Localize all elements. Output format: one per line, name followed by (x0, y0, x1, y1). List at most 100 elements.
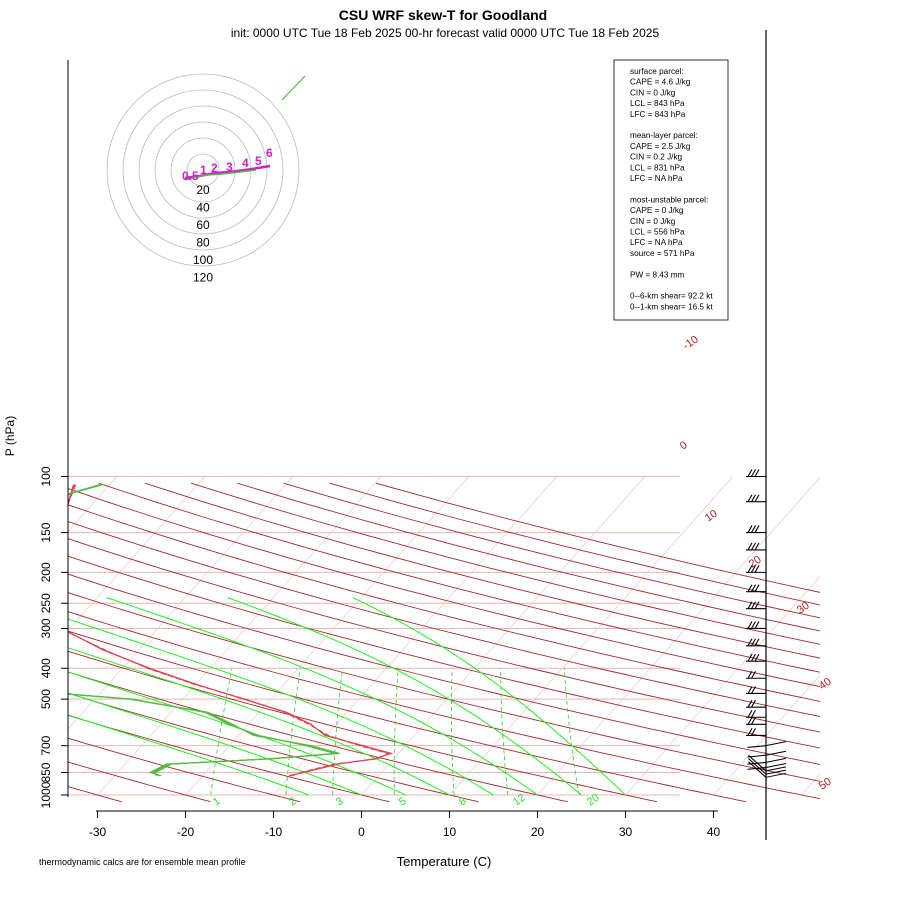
hodograph-point-label: 4 (242, 156, 249, 170)
info-box-line: PW = 8.43 mm (630, 270, 685, 279)
info-box-line: surface parcel: (630, 67, 684, 76)
wind-barb-flag (747, 638, 753, 647)
chart-title: CSU WRF skew-T for Goodland (339, 7, 547, 23)
info-box-line: LCL = 831 hPa (630, 163, 685, 172)
wind-barb (746, 717, 766, 725)
dry-adiabat (68, 611, 820, 800)
dry-adiabat (98, 482, 820, 673)
wind-barb (746, 728, 766, 736)
moist-adiabat (352, 597, 626, 796)
y-tick-label: 1000 (39, 781, 53, 808)
wind-barb-shaft (748, 758, 767, 775)
dry-adiabat (237, 482, 820, 632)
isotherm-line (68, 476, 206, 631)
wind-barb-flag (754, 653, 760, 662)
wind-barb-flag (751, 670, 756, 679)
wind-barb-flag (754, 525, 760, 533)
wind-barb-flag (751, 584, 756, 592)
wind-barb (746, 709, 766, 718)
x-axis-label: Temperature (C) (397, 854, 492, 869)
dry-adiabat (68, 692, 479, 803)
info-box-line: 0--6-km shear= 92.2 kt (630, 292, 713, 301)
wind-barb-flag (747, 469, 753, 477)
dry-adiabat (144, 482, 820, 659)
wind-barb-shaft (748, 761, 767, 778)
moist-adiabat (68, 692, 362, 796)
mixing-ratio-label: 1 (211, 795, 223, 808)
wind-barb-flag (765, 766, 787, 772)
hodograph-ring-label: 80 (196, 236, 210, 250)
isotherm-line (625, 575, 820, 796)
hodograph-point-label: 3 (226, 160, 233, 174)
dry-adiabat (68, 573, 820, 765)
temperature-profile (68, 484, 390, 777)
wind-barb-flag (751, 621, 756, 629)
wind-barb-flag (747, 717, 753, 725)
wind-barb-flag (765, 772, 787, 778)
info-box-line: CIN = 0 J/kg (630, 217, 676, 226)
info-box-line: LCL = 556 hPa (630, 228, 685, 237)
dry-adiabat (68, 555, 820, 749)
wind-barb (746, 525, 766, 534)
dry-adiabat (68, 761, 211, 803)
info-box-line: CAPE = 0 J/kg (630, 206, 684, 215)
hodograph-ring-label: 120 (193, 271, 213, 285)
wind-barb (748, 754, 787, 772)
wind-barb (746, 686, 766, 695)
dry-adiabat-label: 40 (817, 676, 834, 693)
isotherm-line (713, 674, 820, 796)
dry-adiabat-label: 20 (747, 554, 764, 571)
dry-adiabat (68, 650, 657, 803)
wind-barb (746, 565, 766, 573)
hodograph-ring (122, 89, 284, 251)
hodograph-member-segment (281, 75, 306, 101)
wind-barb-shaft (748, 754, 767, 772)
wind-barb-flag (747, 670, 753, 679)
mixing-ratio-line (500, 668, 509, 796)
wind-barb-flag (754, 565, 760, 573)
chart-subtitle: init: 0000 UTC Tue 18 Feb 2025 00-hr for… (231, 26, 660, 40)
y-tick-label: 250 (39, 593, 53, 613)
mixing-ratio-line (450, 668, 455, 796)
info-box-line: LFC = NA hPa (630, 238, 683, 247)
dry-adiabat-label: 30 (795, 600, 812, 617)
y-tick-label: 850 (39, 762, 53, 782)
isotherm-line (273, 476, 558, 796)
dry-adiabat (190, 482, 820, 645)
wind-barb-flag (751, 686, 756, 694)
wind-barb (746, 494, 766, 503)
wind-barb (746, 601, 766, 610)
mixing-ratio-line (210, 668, 233, 796)
dry-adiabat (283, 482, 820, 619)
info-box-line: mean-layer parcel: (630, 131, 698, 140)
info-box-line: CIN = 0 J/kg (630, 88, 676, 97)
dry-adiabat (0, 483, 32, 802)
wind-barb-flag (751, 565, 756, 573)
dry-adiabat-label: -10 (681, 334, 701, 353)
moist-adiabat (106, 597, 538, 796)
wind-barb-flag (751, 601, 756, 609)
dry-adiabat (68, 521, 820, 717)
wind-barb-flag (751, 717, 756, 725)
mixing-ratio-label: 3 (334, 795, 346, 808)
isotherm-line (0, 477, 29, 796)
hodograph-trace-member (185, 169, 257, 181)
wind-barb-flag (754, 542, 760, 551)
wind-barb-flag (754, 584, 760, 592)
wind-barb (746, 584, 766, 593)
info-box-line: most-unstable parcel: (630, 195, 708, 204)
x-tick-label: 40 (707, 825, 721, 839)
x-tick-label: 10 (443, 825, 457, 839)
hodograph-ring (186, 153, 220, 187)
isotherm-line (68, 476, 118, 533)
wind-barb-flag (765, 763, 787, 769)
hodograph-point-label: 2 (211, 161, 218, 175)
wind-barb-flag (751, 709, 756, 718)
wind-barb-flag (751, 638, 756, 647)
info-box-line: CAPE = 4.6 J/kg (630, 78, 691, 87)
mixing-ratio-line (563, 668, 580, 796)
wind-barb (748, 758, 787, 775)
